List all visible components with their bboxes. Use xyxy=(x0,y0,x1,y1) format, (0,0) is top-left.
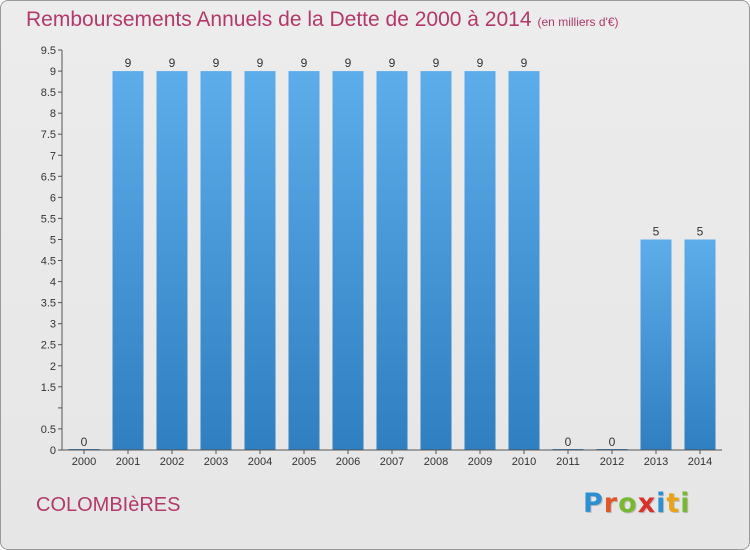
y-tick-label-3: 3 xyxy=(50,319,56,331)
place-label: COLOMBIèRES xyxy=(36,494,181,516)
y-tick-label-8.5: 8.5 xyxy=(41,87,56,99)
x-tick-label-2010: 2010 xyxy=(512,456,536,468)
x-tick-label-2012: 2012 xyxy=(600,456,624,468)
x-tick-label-2009: 2009 xyxy=(468,456,492,468)
x-tick-label-2014: 2014 xyxy=(688,456,712,468)
y-tick-label-7: 7 xyxy=(50,150,56,162)
data-label-2011: 0 xyxy=(565,435,572,449)
data-label-2014: 5 xyxy=(697,225,704,239)
axis-layer: 2000 2001 2002 2003 2004 2005 2006 2007 2008 2009… xyxy=(41,45,722,468)
bar-2002 xyxy=(156,71,188,450)
y-tick-label-5.5: 5.5 xyxy=(41,213,56,225)
data-label-2000: 0 xyxy=(81,435,88,449)
y-tick-label-9: 9 xyxy=(50,66,56,78)
logo-letter: i xyxy=(680,488,691,519)
bar-2013 xyxy=(640,239,672,450)
x-tick-label-2007: 2007 xyxy=(380,456,404,468)
y-tick-label-5: 5 xyxy=(50,235,56,247)
logo-letter: x xyxy=(637,488,657,519)
data-label-2002: 9 xyxy=(169,56,176,70)
data-label-2005: 9 xyxy=(301,56,308,70)
x-tick-label-2002: 2002 xyxy=(160,456,184,468)
x-tick-label-2006: 2006 xyxy=(336,456,360,468)
y-tick-label-7.5: 7.5 xyxy=(41,129,56,141)
bar-2007 xyxy=(376,71,408,450)
bar-2003 xyxy=(200,71,232,450)
logo-letter: t xyxy=(666,488,681,519)
x-tick-label-2004: 2004 xyxy=(248,456,272,468)
data-label-2006: 9 xyxy=(345,56,352,70)
bar-2006 xyxy=(332,71,364,450)
y-tick-label-8: 8 xyxy=(50,108,56,120)
y-tick-label-9.5: 9.5 xyxy=(41,45,56,57)
bar-2014 xyxy=(684,239,716,450)
x-tick-label-2005: 2005 xyxy=(292,456,316,468)
y-tick-label-4.5: 4.5 xyxy=(41,256,56,268)
bar-2010 xyxy=(508,71,540,450)
y-tick-label-2.5: 2.5 xyxy=(41,340,56,352)
bar-2009 xyxy=(464,71,496,450)
data-label-2007: 9 xyxy=(389,56,396,70)
y-tick-label-4: 4 xyxy=(50,277,56,289)
bar-2001 xyxy=(112,71,144,450)
y-tick-label-0.5: 0.5 xyxy=(41,424,56,436)
bar-2008 xyxy=(420,71,452,450)
logo-letter: o xyxy=(618,488,638,519)
data-label-2013: 5 xyxy=(653,225,660,239)
data-label-2012: 0 xyxy=(609,435,616,449)
x-tick-label-2011: 2011 xyxy=(556,456,580,468)
y-tick-label-0: 0 xyxy=(50,445,56,457)
x-tick-label-2013: 2013 xyxy=(644,456,668,468)
bar-2004 xyxy=(244,71,276,450)
x-tick-label-2001: 2001 xyxy=(116,456,140,468)
data-label-2008: 9 xyxy=(433,56,440,70)
title-row: Remboursements Annuels de la Dette de 20… xyxy=(26,8,619,32)
data-label-2001: 9 xyxy=(125,56,132,70)
y-tick-label-6.5: 6.5 xyxy=(41,171,56,183)
x-tick-label-2008: 2008 xyxy=(424,456,448,468)
x-tick-label-2000: 2000 xyxy=(72,456,96,468)
data-label-2010: 9 xyxy=(521,56,528,70)
bar-2005 xyxy=(288,71,320,450)
y-tick-label-2: 2 xyxy=(50,361,56,373)
y-tick-label-3.5: 3.5 xyxy=(41,298,56,310)
bars-layer: 0 9 9 9 9 9 9 9 9 9 9 0 0 5 5 xyxy=(68,56,716,450)
logo-letter: r xyxy=(603,488,619,519)
chart-title: Remboursements Annuels de la Dette de 20… xyxy=(26,8,532,31)
y-tick-label-1.5: 1.5 xyxy=(41,382,56,394)
proxiti-logo[interactable]: Proxiti xyxy=(583,488,691,522)
data-label-2009: 9 xyxy=(477,56,484,70)
data-label-2003: 9 xyxy=(213,56,220,70)
data-label-2004: 9 xyxy=(257,56,264,70)
chart-subtitle: (en milliers d'€) xyxy=(537,15,619,29)
x-tick-label-2003: 2003 xyxy=(204,456,228,468)
logo-letter: P xyxy=(583,488,604,519)
y-tick-label-6: 6 xyxy=(50,192,56,204)
logo-letter: i xyxy=(656,488,667,519)
